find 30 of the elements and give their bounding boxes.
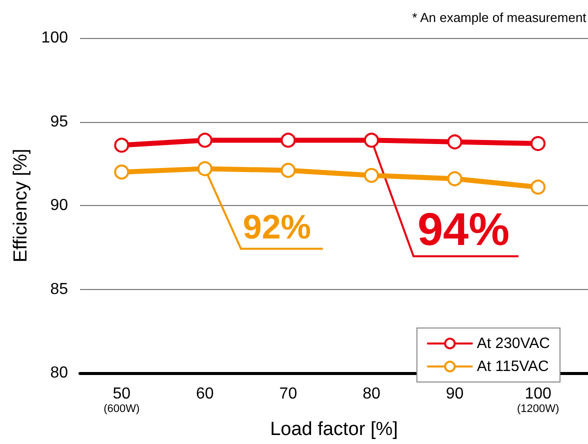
point [364, 168, 379, 183]
point [280, 132, 296, 148]
y-axis-title: Efficiency [%] [10, 148, 32, 262]
point [114, 138, 130, 153]
annotation: 92% [242, 208, 311, 247]
point [280, 162, 296, 178]
x-axis-title: Load factor [%] [270, 419, 398, 440]
text: * An example of measurement [412, 10, 587, 25]
y-tick-label: 85 [50, 280, 68, 298]
y-tick-label: 90 [50, 197, 68, 214]
y-tick-label: 80 [50, 364, 68, 382]
point [364, 132, 379, 148]
point [447, 134, 462, 150]
x-tick-label: 90 [446, 386, 464, 403]
point [530, 180, 546, 195]
legend-label: At 115VAC [476, 358, 550, 375]
annotation: 94% [417, 203, 510, 256]
x-tick-label: 100 (1200W) [516, 386, 560, 416]
point [447, 171, 462, 186]
x-tick-label: 70 [279, 386, 298, 403]
y-tick-label: 95 [50, 113, 68, 130]
legend-label: At 230VAC [476, 335, 550, 352]
point [114, 164, 130, 180]
point [197, 132, 212, 148]
point [197, 161, 212, 176]
x-tick-label: 50 (600W) [104, 386, 140, 416]
x-tick-label: 80 [362, 386, 380, 403]
x-tick-label: 60 [196, 386, 214, 403]
y-tick-label: 100 [41, 30, 68, 46]
point [530, 136, 546, 152]
